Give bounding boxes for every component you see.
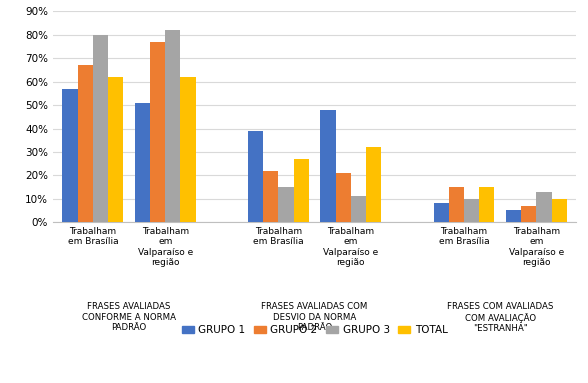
Bar bbox=[93, 35, 108, 222]
Bar bbox=[350, 196, 366, 222]
Bar bbox=[263, 171, 279, 222]
Bar bbox=[433, 203, 449, 222]
Bar bbox=[536, 192, 552, 222]
Bar bbox=[279, 187, 293, 222]
Bar bbox=[506, 210, 521, 222]
Bar bbox=[479, 187, 495, 222]
Bar bbox=[165, 30, 181, 222]
Bar bbox=[181, 77, 196, 222]
Text: FRASES COM AVALIADAS
COM AVALIAÇÃO
"ESTRANHA": FRASES COM AVALIADAS COM AVALIAÇÃO "ESTR… bbox=[447, 302, 553, 333]
Text: FRASES AVALIADAS
CONFORME A NORMA
PADRÃO: FRASES AVALIADAS CONFORME A NORMA PADRÃO bbox=[82, 302, 176, 332]
Bar bbox=[449, 187, 464, 222]
Bar bbox=[248, 131, 263, 222]
Bar bbox=[293, 159, 309, 222]
Bar bbox=[366, 147, 381, 222]
Bar bbox=[336, 173, 350, 222]
Bar bbox=[150, 42, 165, 222]
Bar bbox=[521, 206, 536, 222]
Bar bbox=[135, 103, 150, 222]
Bar bbox=[464, 199, 479, 222]
Text: FRASES AVALIADAS COM
DESVIO DA NORMA
PADRÃO: FRASES AVALIADAS COM DESVIO DA NORMA PAD… bbox=[262, 302, 368, 332]
Bar bbox=[78, 65, 93, 222]
Legend: GRUPO 1, GRUPO 2, GRUPO 3, TOTAL: GRUPO 1, GRUPO 2, GRUPO 3, TOTAL bbox=[178, 321, 452, 339]
Bar bbox=[552, 199, 567, 222]
Bar bbox=[108, 77, 123, 222]
Bar bbox=[62, 89, 78, 222]
Bar bbox=[320, 110, 336, 222]
